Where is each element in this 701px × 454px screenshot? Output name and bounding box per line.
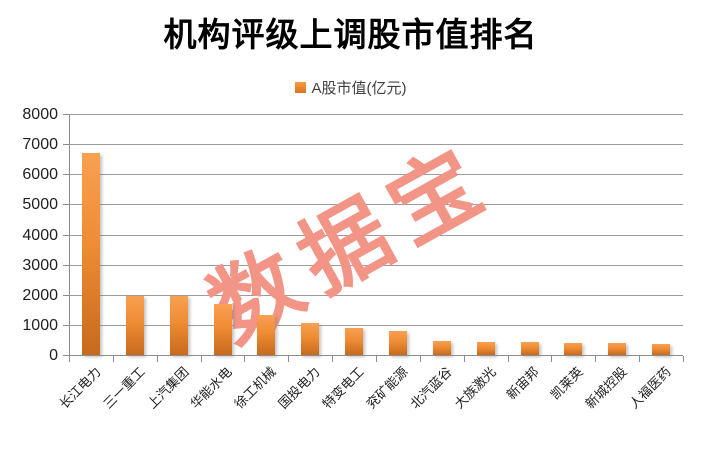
y-axis-label-5000: 5000 <box>22 196 58 214</box>
legend-label: A股市值(亿元) <box>311 80 407 97</box>
legend-swatch-icon <box>294 82 306 93</box>
x-tick-11 <box>551 356 553 362</box>
bar-3-上汽集团 <box>169 296 188 355</box>
bar-1-长江电力 <box>81 153 100 355</box>
plot-area <box>63 114 684 362</box>
bar-4-华能水电 <box>213 303 232 355</box>
x-tick-6 <box>332 356 334 362</box>
x-tick-0 <box>69 356 70 362</box>
gridline-8000 <box>69 114 683 115</box>
y-tick-4000 <box>63 234 69 236</box>
y-axis-label-8000: 8000 <box>22 106 58 123</box>
x-axis-labels: 长江电力 三一重工 上汽集团 华能水电 徐工机械 国投电力 特变电工 兖矿能源 北汽蓝谷 大族激光… <box>56 362 683 454</box>
bar-10-大族激光 <box>476 341 495 355</box>
x-tick-3 <box>200 356 202 362</box>
bar-12-凯莱英 <box>564 343 583 355</box>
x-axis-label-三一重工: 三一重工 <box>100 364 148 412</box>
y-tick-0 <box>63 355 69 356</box>
y-tick-6000 <box>63 174 69 176</box>
bar-8-兖矿能源 <box>388 330 407 355</box>
chart-title: 机构评级上调股市值排名 <box>163 18 538 54</box>
x-tick-14 <box>683 356 684 362</box>
x-tick-13 <box>639 356 641 362</box>
x-tick-2 <box>156 356 158 362</box>
x-axis-label-特变电工: 特变电工 <box>319 364 367 412</box>
y-axis-label-7000: 7000 <box>22 136 58 154</box>
legend: A股市值(亿元) <box>0 77 701 98</box>
x-tick-10 <box>507 356 509 362</box>
x-tick-7 <box>376 356 377 362</box>
x-axis-label-北汽蓝谷: 北汽蓝谷 <box>407 364 455 412</box>
y-tick-1000 <box>63 324 69 326</box>
bar-5-徐工机械 <box>257 314 276 355</box>
gridline-4000 <box>69 234 683 236</box>
x-axis-label-兖矿能源: 兖矿能源 <box>363 364 411 412</box>
gridline-1000 <box>69 324 683 326</box>
y-axis-label-1000: 1000 <box>22 316 58 334</box>
bar-9-北汽蓝谷 <box>432 341 451 355</box>
gridline-6000 <box>69 174 683 176</box>
gridline-7000 <box>69 144 683 146</box>
x-axis-line <box>69 355 683 356</box>
y-axis-labels: 0 1000 2000 3000 4000 5000 6000 7000 8000 <box>0 107 58 364</box>
gridline-2000 <box>69 294 683 296</box>
y-axis-label-0: 0 <box>49 347 58 364</box>
x-tick-9 <box>463 356 465 362</box>
x-tick-12 <box>595 356 597 362</box>
y-axis-label-6000: 6000 <box>22 166 58 184</box>
bar-14-人福医药 <box>652 344 671 355</box>
x-axis-label-华能水电: 华能水电 <box>187 364 236 412</box>
x-tick-8 <box>419 356 421 362</box>
y-axis-label-4000: 4000 <box>22 226 58 244</box>
gridline-5000 <box>69 204 683 206</box>
x-axis-label-人福医药: 人福医药 <box>626 364 674 412</box>
y-tick-8000 <box>63 114 69 115</box>
x-axis-label-新城控股: 新城控股 <box>582 364 630 412</box>
bar-2-三一重工 <box>125 295 144 355</box>
x-axis-label-徐工机械: 徐工机械 <box>231 364 280 412</box>
bar-11-新宙邦 <box>520 342 539 355</box>
y-axis-label-3000: 3000 <box>22 256 58 274</box>
x-axis-label-上汽集团: 上汽集团 <box>143 364 192 412</box>
x-axis-label-长江电力: 长江电力 <box>56 364 104 412</box>
x-tick-5 <box>288 356 290 362</box>
y-axis-line <box>69 115 70 362</box>
gridline-3000 <box>69 264 683 266</box>
y-tick-7000 <box>63 144 69 146</box>
y-tick-5000 <box>63 204 69 206</box>
x-axis-label-新宙邦: 新宙邦 <box>504 364 543 403</box>
y-tick-2000 <box>63 294 69 296</box>
bar-7-特变电工 <box>345 328 364 355</box>
x-tick-4 <box>244 356 246 362</box>
x-tick-1 <box>112 356 114 362</box>
bar-13-新城控股 <box>608 343 627 355</box>
x-axis-label-国投电力: 国投电力 <box>275 364 323 412</box>
x-axis-label-大族激光: 大族激光 <box>450 364 499 412</box>
y-axis-label-2000: 2000 <box>22 286 58 304</box>
bar-6-国投电力 <box>301 323 320 355</box>
y-tick-3000 <box>63 264 69 266</box>
